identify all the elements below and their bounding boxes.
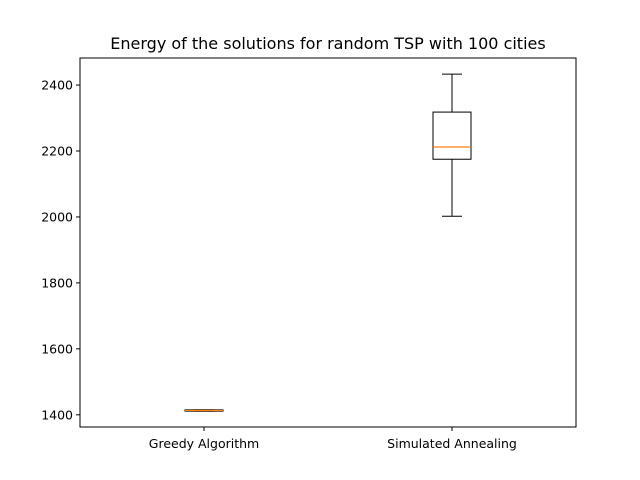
x-tick-label: Simulated Annealing xyxy=(387,436,517,451)
y-tick-label: 2400 xyxy=(41,78,73,93)
y-tick-label: 2200 xyxy=(41,143,73,158)
plot-area: 1400 1600 1800 2000 2200 2400 Greedy Algorithm… xyxy=(41,57,577,451)
chart-title: Energy of the solutions for random TSP w… xyxy=(110,34,545,53)
y-tick-label: 2000 xyxy=(41,209,73,224)
box-iqr xyxy=(432,111,472,160)
y-tick-label: 1800 xyxy=(41,275,73,290)
axes-frame xyxy=(79,57,577,428)
y-tick-label: 1400 xyxy=(41,407,73,422)
y-tick-label: 1600 xyxy=(41,341,73,356)
x-tick-label: Greedy Algorithm xyxy=(149,436,259,451)
box-greedy-algorithm xyxy=(184,409,224,412)
box-simulated-annealing xyxy=(432,73,472,217)
